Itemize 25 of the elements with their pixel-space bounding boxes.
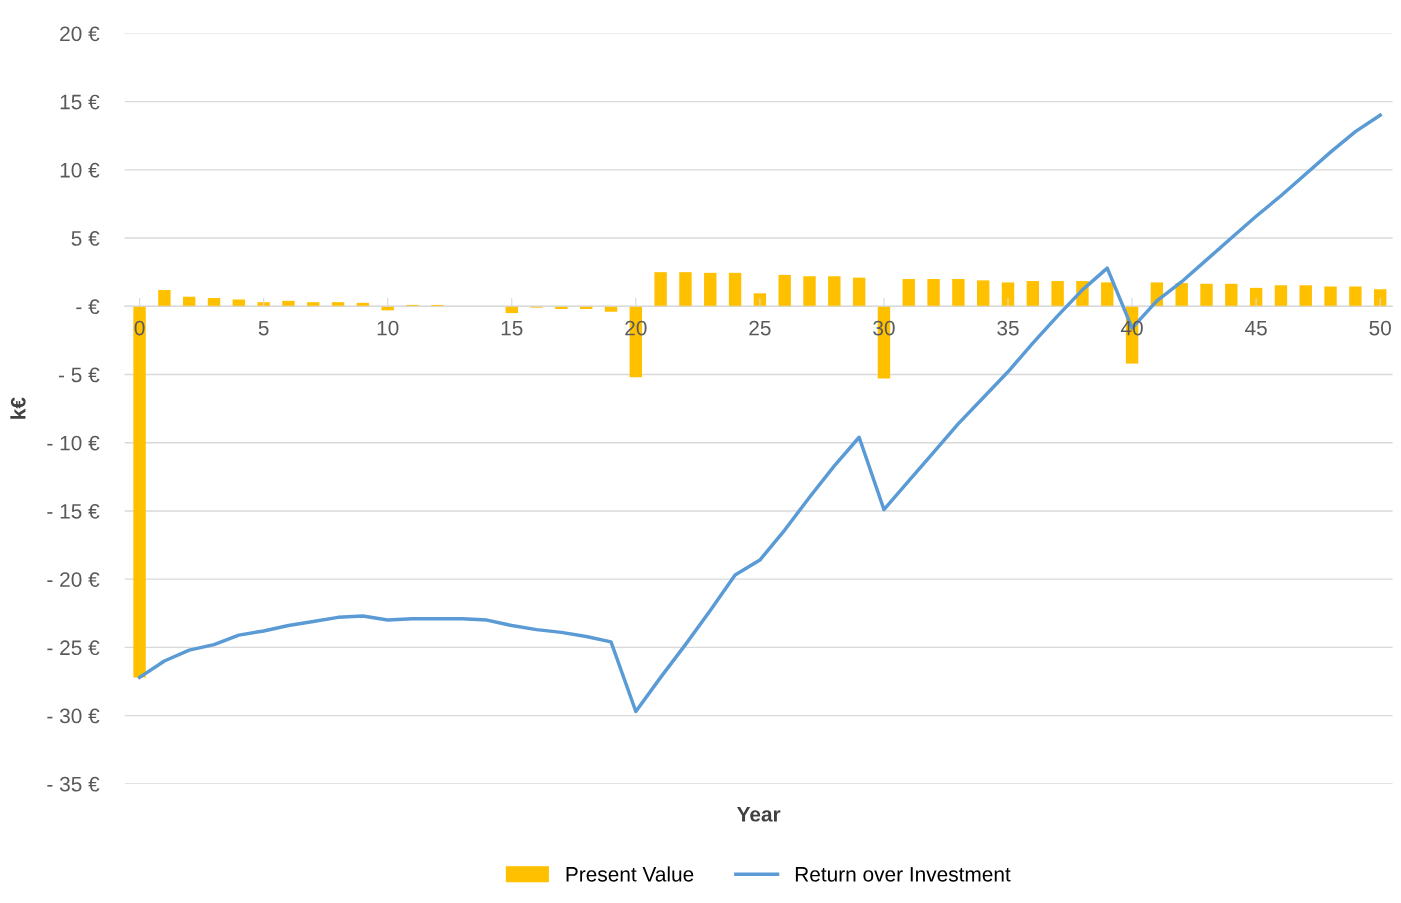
y-tick-label: 15 € bbox=[60, 94, 100, 110]
y-tick-label: - 5 € bbox=[58, 367, 100, 383]
y-tick-label: - 15 € bbox=[47, 503, 100, 519]
x-axis-title: Year bbox=[736, 807, 781, 822]
x-tick-label: 35 bbox=[997, 320, 1019, 336]
legend-label: Present Value bbox=[566, 866, 694, 882]
y-tick-label: - 10 € bbox=[47, 435, 100, 451]
x-tick-label: 50 bbox=[1369, 320, 1391, 336]
y-tick-label: - 20 € bbox=[47, 572, 100, 587]
y-tick-label: 5 € bbox=[71, 231, 100, 246]
y-tick-label: 10 € bbox=[60, 162, 100, 178]
y-tick-label: - 35 € bbox=[47, 776, 100, 792]
y-tick-label: - 30 € bbox=[47, 708, 100, 724]
x-tick-label: 5 bbox=[258, 320, 269, 336]
x-tick-label: 0 bbox=[134, 320, 145, 336]
y-tick-label: 20 € bbox=[60, 26, 100, 42]
x-tick-label: 25 bbox=[749, 320, 771, 336]
y-axis-title: k€ bbox=[10, 397, 26, 419]
y-tick-label: - € bbox=[76, 299, 100, 315]
y-tick-label: - 25 € bbox=[47, 640, 100, 656]
x-tick-label: 40 bbox=[1120, 320, 1143, 336]
x-tick-label: 45 bbox=[1245, 320, 1267, 336]
x-tick-label: 15 bbox=[501, 320, 523, 336]
legend-label: Return over Investment bbox=[795, 867, 1011, 882]
x-tick-label: 10 bbox=[377, 320, 399, 336]
